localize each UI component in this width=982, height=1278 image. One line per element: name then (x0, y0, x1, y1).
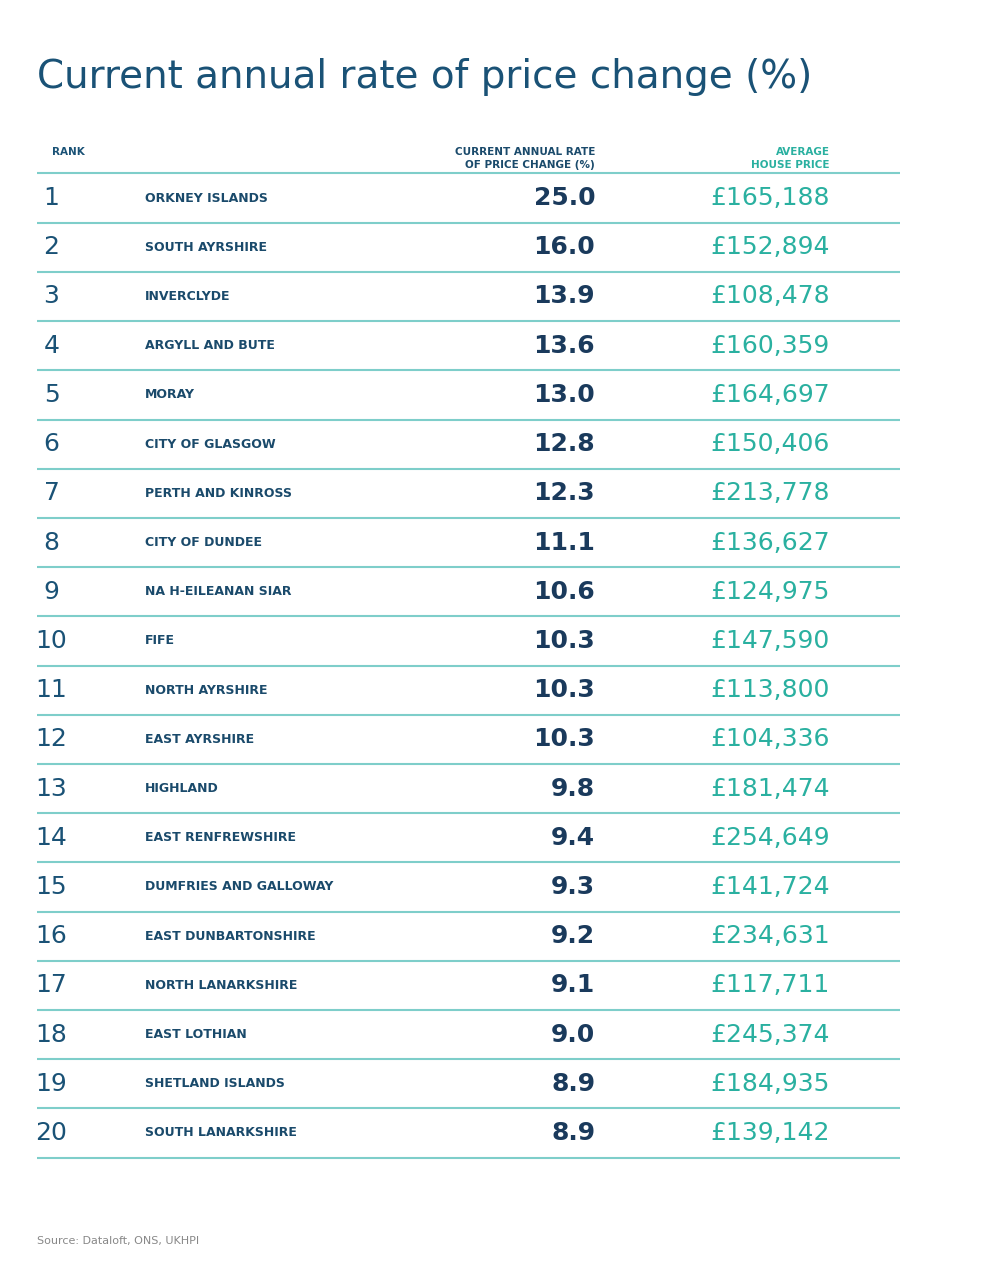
Text: NORTH LANARKSHIRE: NORTH LANARKSHIRE (145, 979, 298, 992)
Text: 17: 17 (35, 974, 68, 997)
Text: 9.1: 9.1 (551, 974, 595, 997)
Text: £245,374: £245,374 (710, 1022, 830, 1047)
Text: 10: 10 (35, 629, 68, 653)
Text: NA H-EILEANAN SIAR: NA H-EILEANAN SIAR (145, 585, 292, 598)
Text: 9.8: 9.8 (551, 777, 595, 800)
Text: 10.3: 10.3 (533, 629, 595, 653)
Text: Current annual rate of price change (%): Current annual rate of price change (%) (37, 58, 813, 96)
Text: 8: 8 (43, 530, 60, 555)
Text: £160,359: £160,359 (710, 334, 830, 358)
Text: INVERCLYDE: INVERCLYDE (145, 290, 231, 303)
Text: 1: 1 (43, 187, 60, 210)
Text: 8.9: 8.9 (551, 1121, 595, 1145)
Text: ARGYLL AND BUTE: ARGYLL AND BUTE (145, 339, 275, 353)
Text: 18: 18 (35, 1022, 68, 1047)
Text: 11: 11 (35, 679, 68, 702)
Text: HIGHLAND: HIGHLAND (145, 782, 219, 795)
Text: 13.9: 13.9 (533, 285, 595, 308)
Text: £147,590: £147,590 (710, 629, 830, 653)
Text: 9: 9 (43, 580, 60, 603)
Text: 11.1: 11.1 (533, 530, 595, 555)
Text: 6: 6 (43, 432, 60, 456)
Text: 9.2: 9.2 (551, 924, 595, 948)
Text: £141,724: £141,724 (710, 875, 830, 898)
Text: SOUTH AYRSHIRE: SOUTH AYRSHIRE (145, 240, 267, 254)
Text: 20: 20 (35, 1121, 68, 1145)
Text: FIFE: FIFE (145, 634, 176, 648)
Text: 3: 3 (43, 285, 60, 308)
Text: CURRENT ANNUAL RATE
OF PRICE CHANGE (%): CURRENT ANNUAL RATE OF PRICE CHANGE (%) (455, 147, 595, 170)
Text: AVERAGE
HOUSE PRICE: AVERAGE HOUSE PRICE (751, 147, 830, 170)
Text: EAST AYRSHIRE: EAST AYRSHIRE (145, 732, 254, 746)
Text: £165,188: £165,188 (710, 187, 830, 210)
Text: 14: 14 (35, 826, 68, 850)
Text: SHETLAND ISLANDS: SHETLAND ISLANDS (145, 1077, 285, 1090)
Text: 13: 13 (35, 777, 68, 800)
Text: 4: 4 (43, 334, 60, 358)
Text: 19: 19 (35, 1072, 68, 1095)
Text: £113,800: £113,800 (710, 679, 830, 702)
Text: 13.6: 13.6 (533, 334, 595, 358)
Text: £164,697: £164,697 (710, 383, 830, 406)
Text: £104,336: £104,336 (710, 727, 830, 751)
Text: £181,474: £181,474 (710, 777, 830, 800)
Text: 12.8: 12.8 (533, 432, 595, 456)
Text: £136,627: £136,627 (710, 530, 830, 555)
Text: £139,142: £139,142 (710, 1121, 830, 1145)
Text: MORAY: MORAY (145, 389, 195, 401)
Text: £108,478: £108,478 (710, 285, 830, 308)
Text: £234,631: £234,631 (710, 924, 830, 948)
Text: £124,975: £124,975 (710, 580, 830, 603)
Text: 13.0: 13.0 (533, 383, 595, 406)
Text: 16.0: 16.0 (533, 235, 595, 259)
Text: CITY OF DUNDEE: CITY OF DUNDEE (145, 535, 262, 550)
Text: 10.6: 10.6 (533, 580, 595, 603)
Text: £150,406: £150,406 (710, 432, 830, 456)
Text: NORTH AYRSHIRE: NORTH AYRSHIRE (145, 684, 268, 697)
Text: 16: 16 (35, 924, 68, 948)
Text: 2: 2 (43, 235, 60, 259)
Text: £213,778: £213,778 (710, 482, 830, 505)
Text: EAST LOTHIAN: EAST LOTHIAN (145, 1028, 247, 1042)
Text: 15: 15 (35, 875, 68, 898)
Text: 10.3: 10.3 (533, 679, 595, 702)
Text: SOUTH LANARKSHIRE: SOUTH LANARKSHIRE (145, 1126, 298, 1140)
Text: EAST RENFREWSHIRE: EAST RENFREWSHIRE (145, 831, 297, 845)
Text: £184,935: £184,935 (710, 1072, 830, 1095)
Text: EAST DUNBARTONSHIRE: EAST DUNBARTONSHIRE (145, 929, 316, 943)
Text: PERTH AND KINROSS: PERTH AND KINROSS (145, 487, 293, 500)
Text: £152,894: £152,894 (710, 235, 830, 259)
Text: DUMFRIES AND GALLOWAY: DUMFRIES AND GALLOWAY (145, 881, 334, 893)
Text: 5: 5 (43, 383, 60, 406)
Text: 9.4: 9.4 (551, 826, 595, 850)
Text: 10.3: 10.3 (533, 727, 595, 751)
Text: 7: 7 (43, 482, 60, 505)
Text: Source: Dataloft, ONS, UKHPI: Source: Dataloft, ONS, UKHPI (37, 1236, 199, 1246)
Text: ORKNEY ISLANDS: ORKNEY ISLANDS (145, 192, 268, 204)
Text: £117,711: £117,711 (710, 974, 830, 997)
Text: 8.9: 8.9 (551, 1072, 595, 1095)
Text: 12: 12 (35, 727, 68, 751)
Text: £254,649: £254,649 (710, 826, 830, 850)
Text: 9.0: 9.0 (551, 1022, 595, 1047)
Text: CITY OF GLASGOW: CITY OF GLASGOW (145, 437, 276, 451)
Text: RANK: RANK (51, 147, 84, 157)
Text: 25.0: 25.0 (533, 187, 595, 210)
Text: 9.3: 9.3 (551, 875, 595, 898)
Text: 12.3: 12.3 (533, 482, 595, 505)
